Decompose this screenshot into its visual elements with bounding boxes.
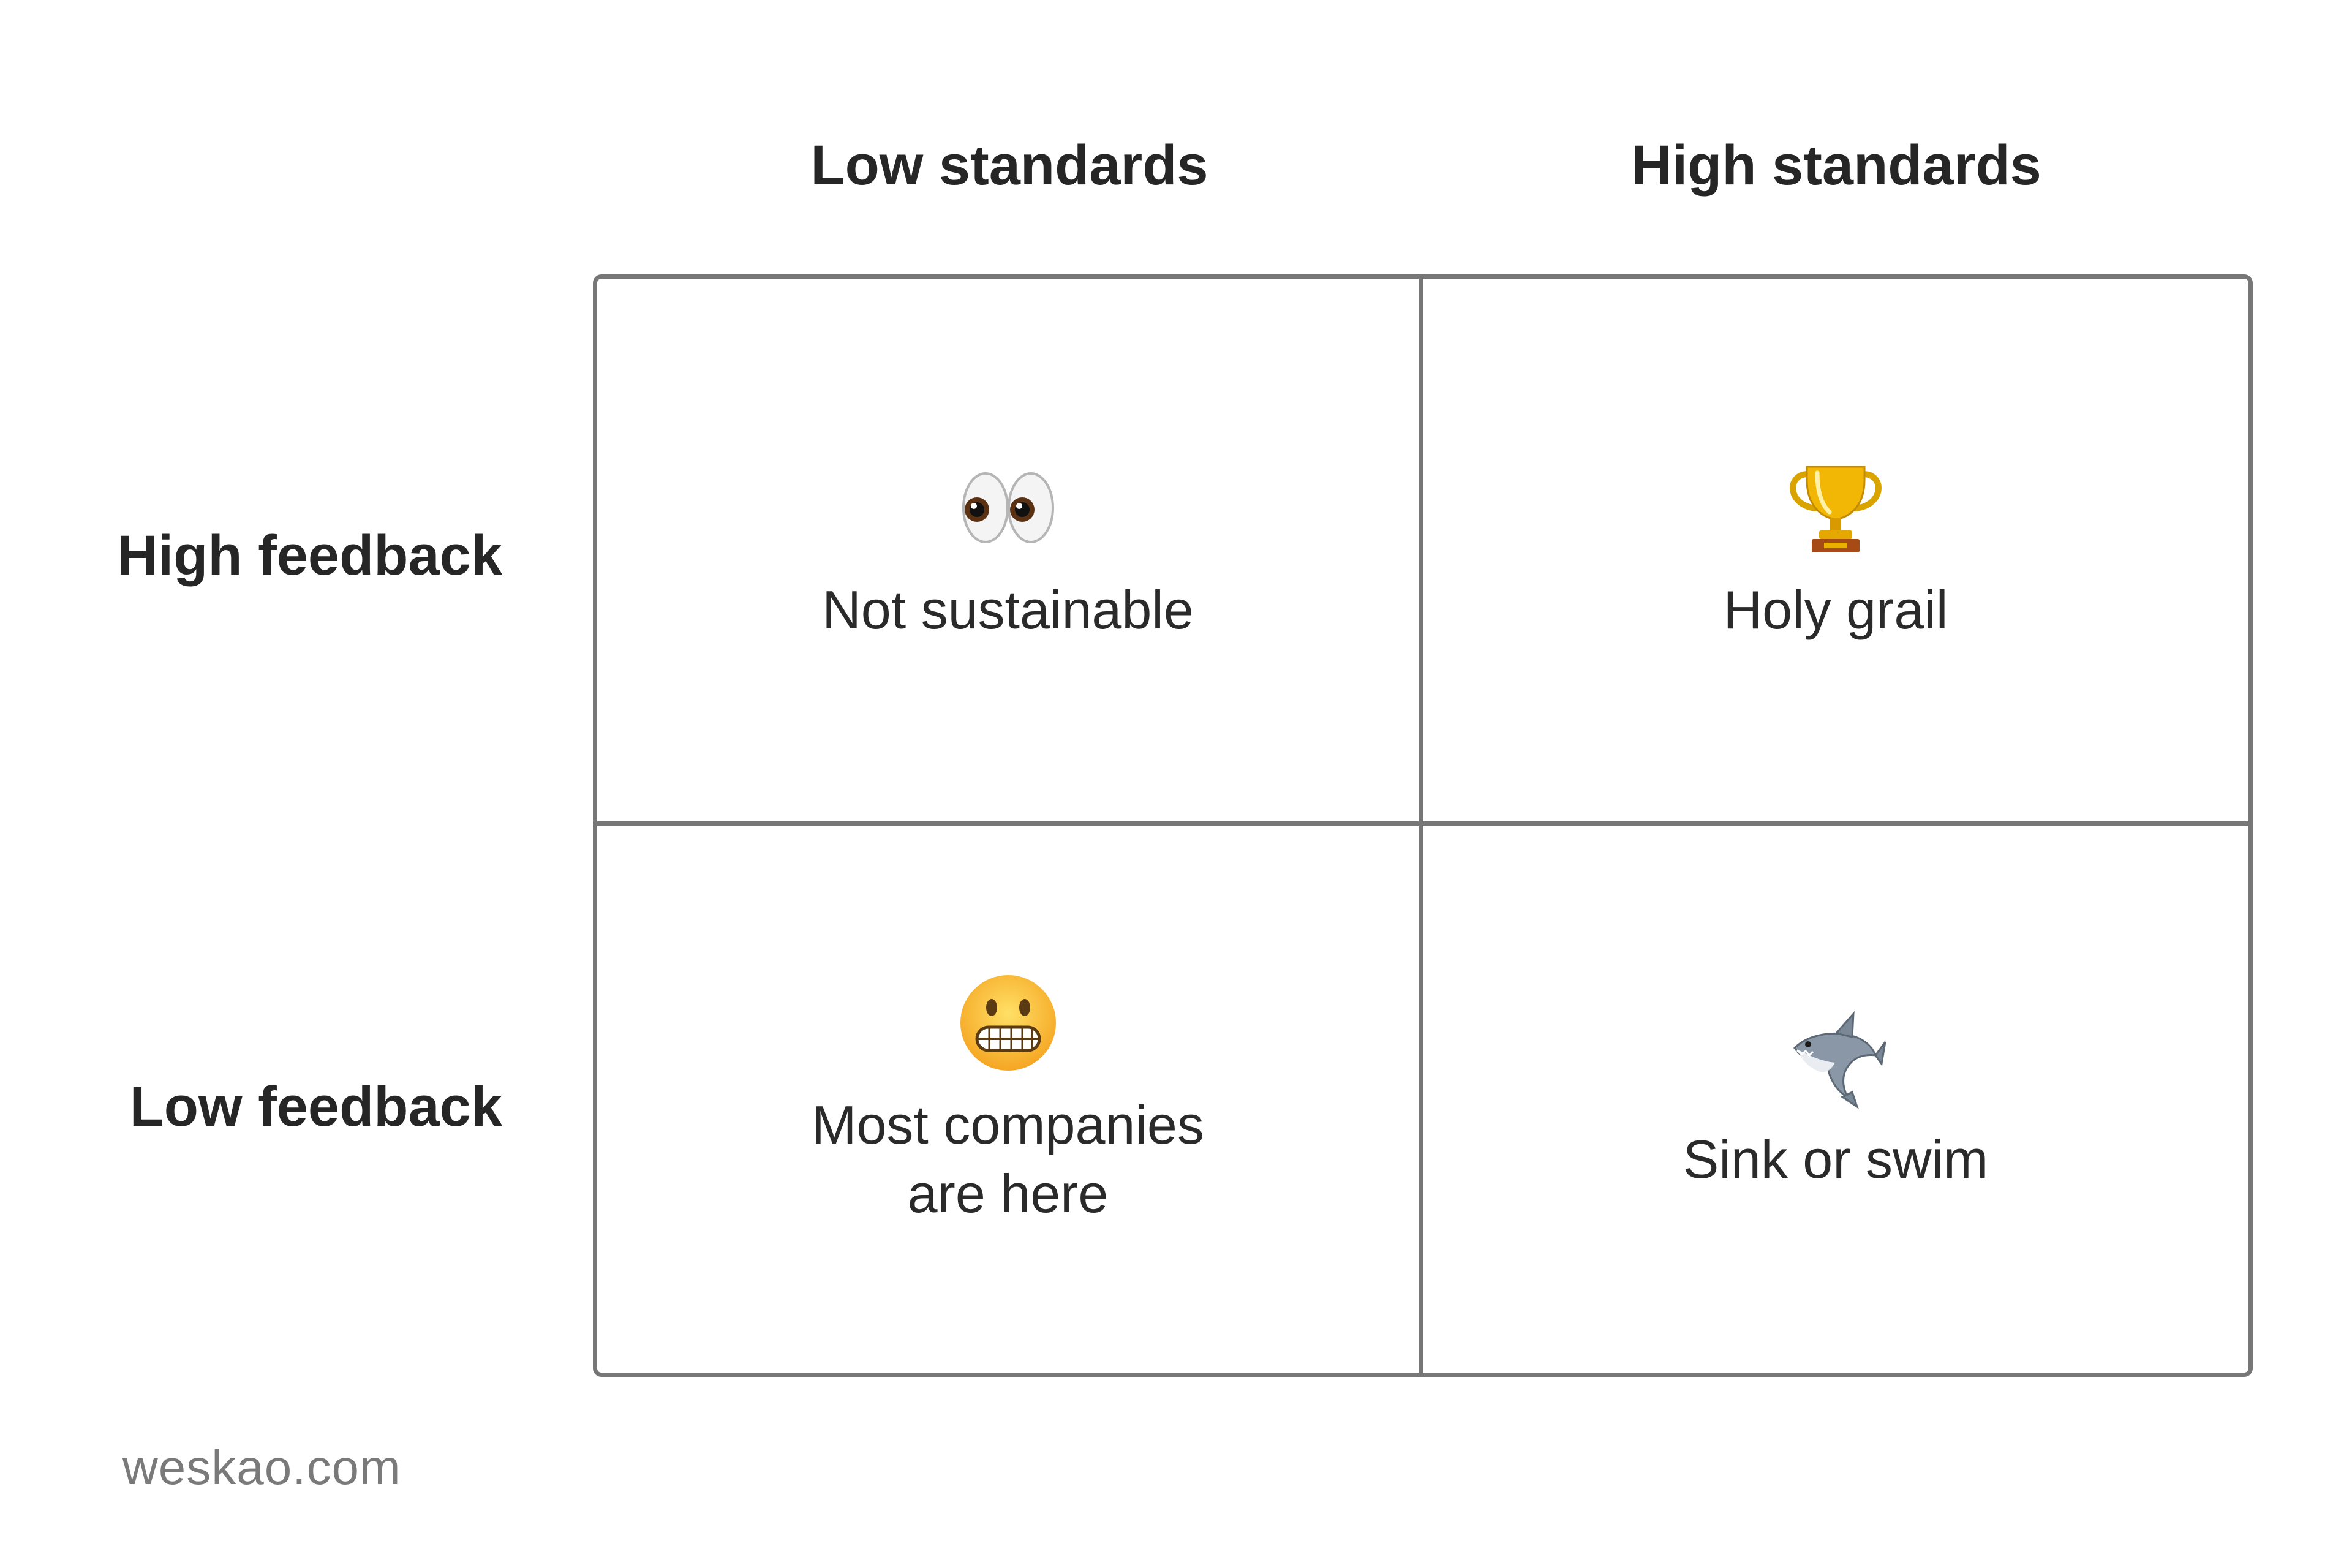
grimacing-face-icon (956, 971, 1060, 1075)
quadrant-sink-or-swim: Sink or swim (1423, 826, 2248, 1373)
quadrant-holy-grail: Holy grail (1423, 279, 2248, 826)
row-header-low-feedback: Low feedback (129, 1076, 502, 1138)
eyes-icon (956, 456, 1060, 560)
quadrant-label: Not sustainable (822, 579, 1194, 640)
row-header-high-feedback: High feedback (117, 524, 502, 587)
quadrant-most-companies: Most companies are here (597, 826, 1423, 1373)
quadrant-not-sustainable: Not sustainable (597, 279, 1423, 826)
quadrant-label: Most companies are here (812, 1094, 1204, 1224)
column-header-low-standards: Low standards (810, 134, 1208, 197)
quadrant-label: Sink or swim (1683, 1128, 1989, 1189)
footer-watermark: weskao.com (123, 1440, 401, 1494)
trophy-icon (1784, 456, 1888, 560)
column-header-high-standards: High standards (1631, 134, 2041, 197)
quadrant-label: Holy grail (1723, 579, 1948, 640)
shark-icon (1784, 1005, 1888, 1109)
quadrant-grid: Not sustainable Holy grail (593, 274, 2253, 1377)
